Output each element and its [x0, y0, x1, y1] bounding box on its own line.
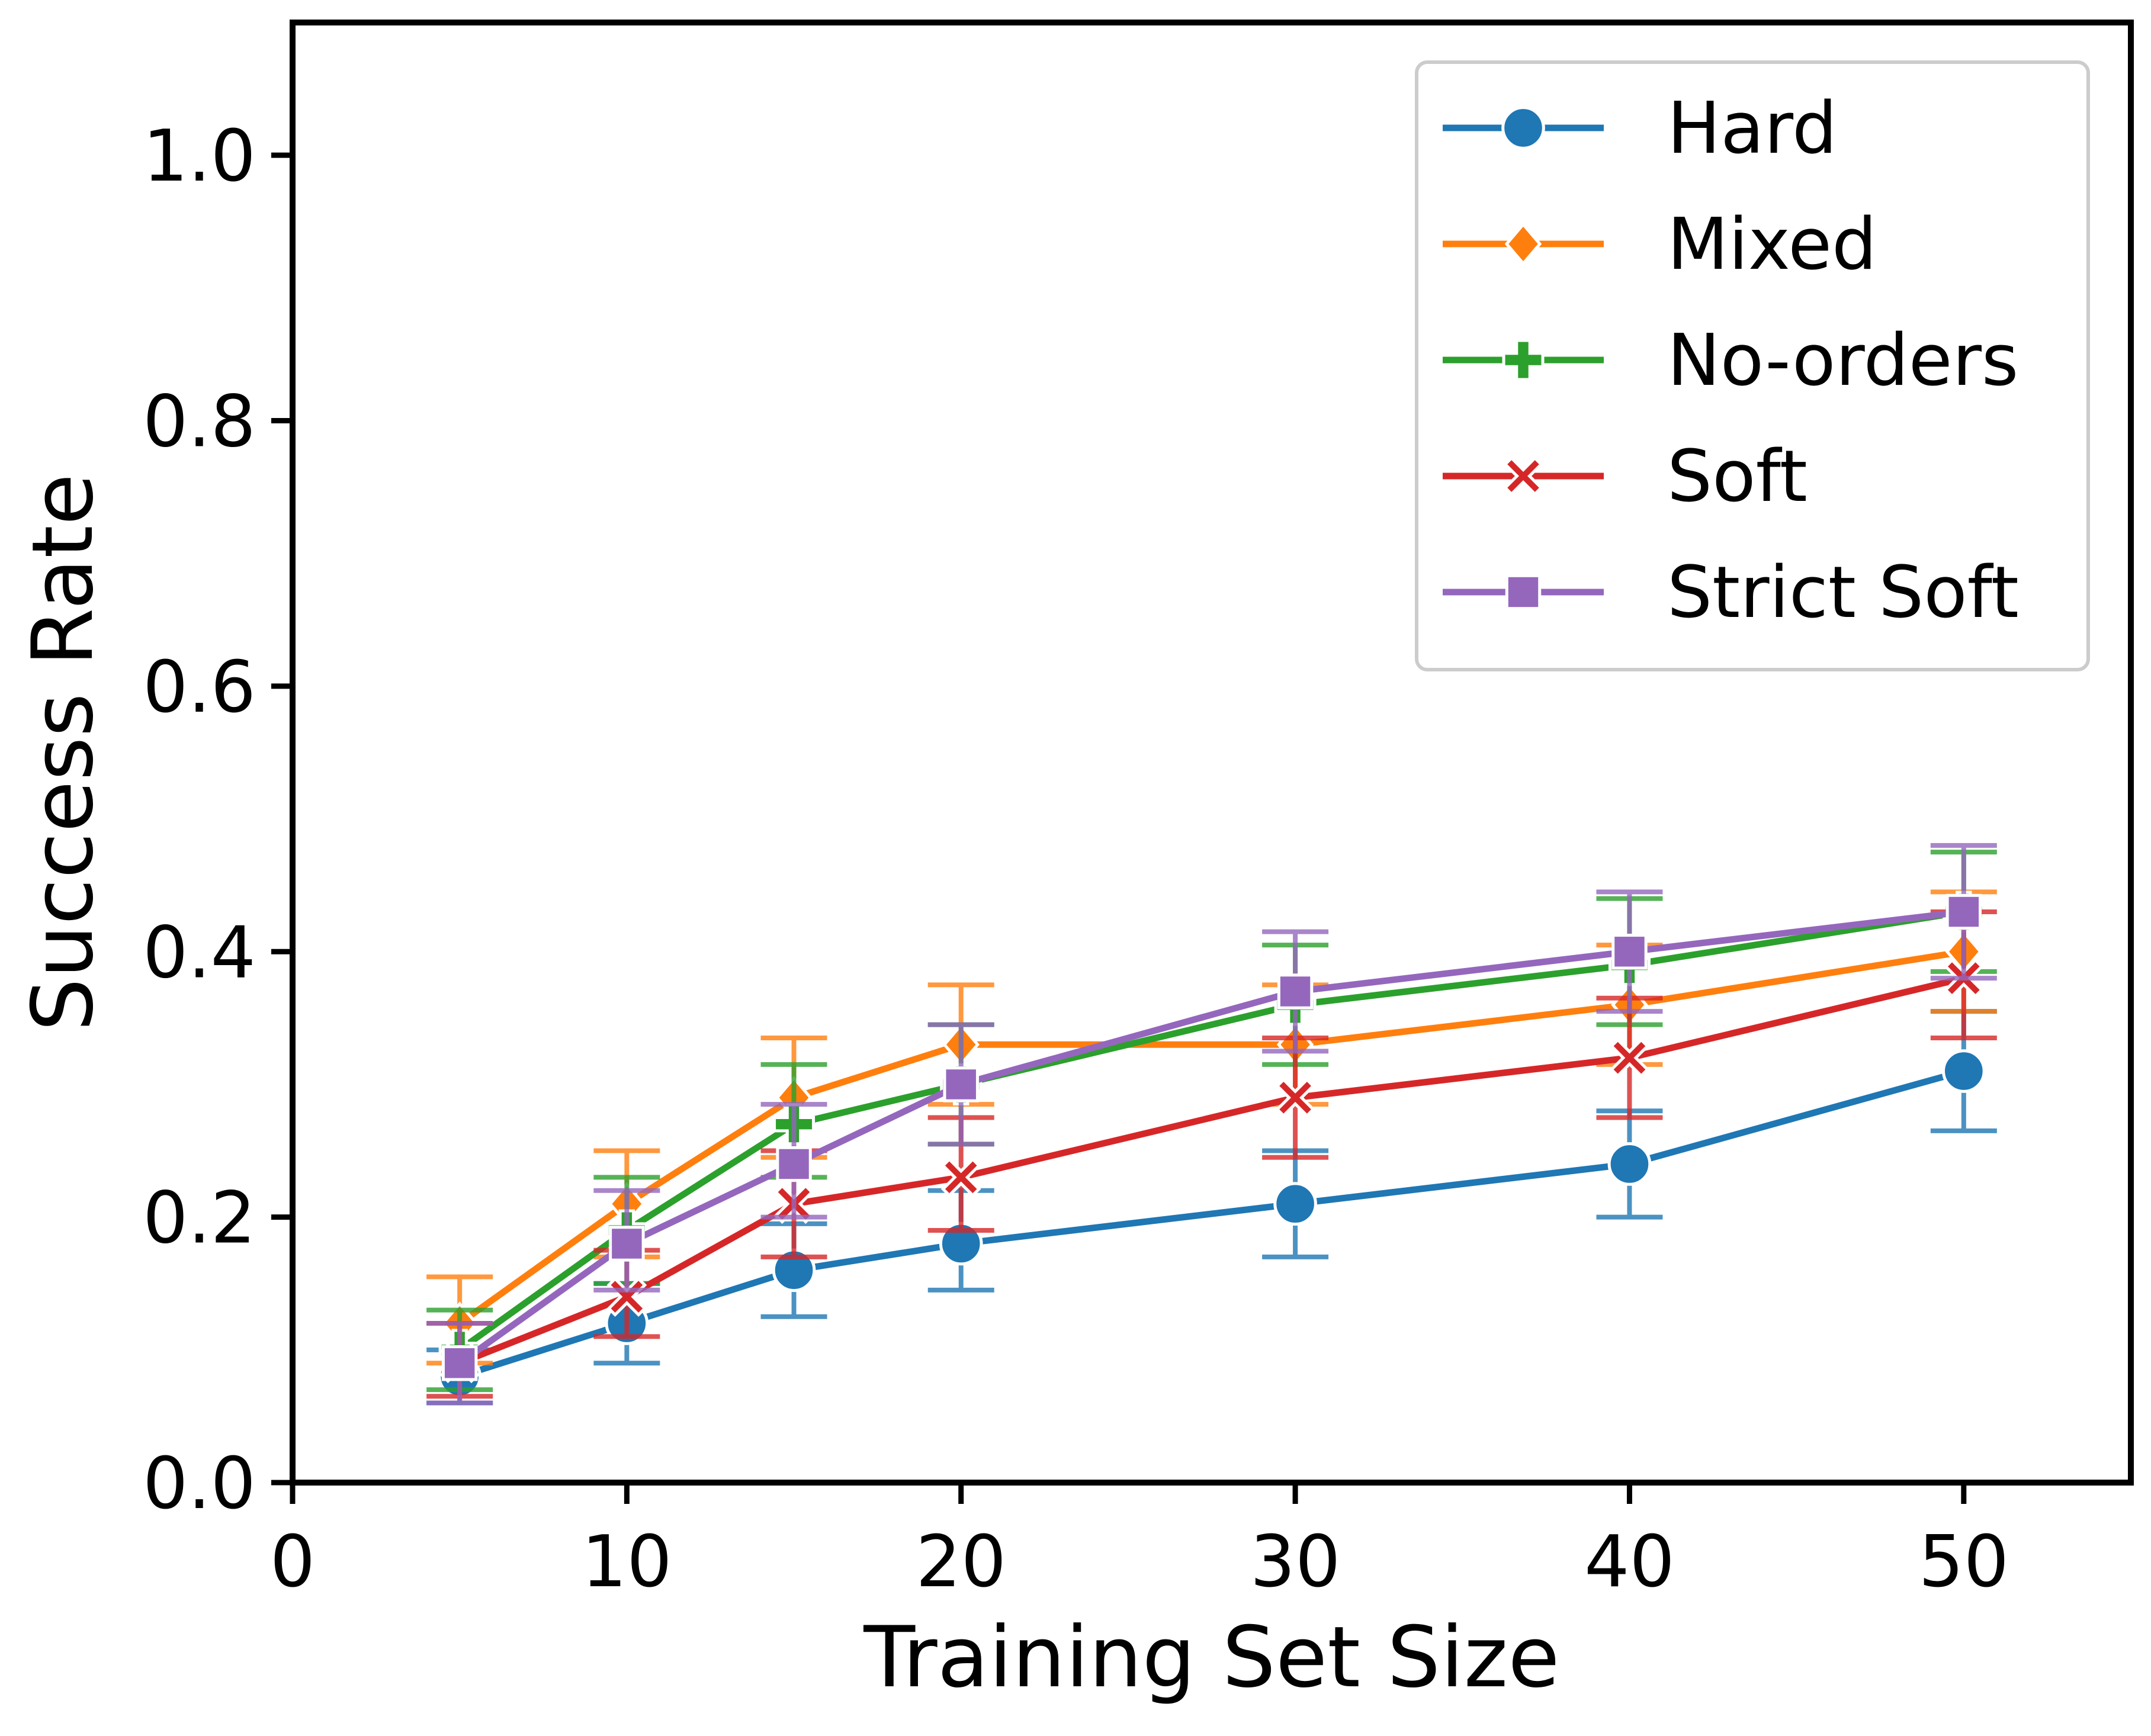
legend: Hard Mixed No-orders Soft Strict Soft: [1415, 60, 2090, 671]
x-tick-label: 0: [270, 1521, 315, 1603]
legend-item: Strict Soft: [1443, 552, 2019, 634]
legend-marker: [1502, 339, 1545, 381]
data-point: [1941, 1049, 1986, 1093]
x-tick-label: 50: [1918, 1521, 2009, 1603]
y-tick-label: 0.0: [143, 1443, 256, 1525]
data-point: [1945, 893, 1982, 930]
x-tick-label: 30: [1250, 1521, 1341, 1603]
data-point: [609, 1226, 645, 1262]
y-tick-label: 0.2: [143, 1178, 256, 1260]
data-point: [1273, 1182, 1317, 1226]
data-point: [1277, 973, 1314, 1010]
data-point: [940, 1157, 981, 1198]
data-point: [1607, 1142, 1652, 1186]
series-layer: [426, 843, 1997, 1406]
legend-marker: [1503, 456, 1543, 496]
data-point: [943, 1066, 979, 1102]
data-point: [1275, 1077, 1315, 1118]
y-tick-label: 0.6: [143, 647, 256, 729]
series-strict-soft: [426, 843, 1997, 1406]
y-tick-label: 0.8: [143, 381, 256, 464]
x-tick-label: 20: [916, 1521, 1006, 1603]
legend-item: Hard: [1443, 88, 1837, 170]
legend-marker: [1504, 222, 1542, 266]
legend-item: Mixed: [1443, 204, 1877, 286]
legend-marker: [1501, 106, 1545, 150]
plot-frame: [290, 20, 2134, 1486]
legend-label: No-orders: [1667, 320, 2018, 402]
x-tick-label: 40: [1584, 1521, 1675, 1603]
data-point: [1611, 934, 1648, 970]
axis-layer: 0 10 20 30 40 50 0.0 0.2 0.4 0.6 0.8 1.0: [143, 115, 2009, 1603]
y-axis-title: Success Rate: [14, 474, 112, 1031]
legend-marker: [1505, 574, 1542, 610]
legend-item: Soft: [1443, 436, 1808, 518]
y-tick-label: 0.4: [143, 912, 256, 994]
data-point: [441, 1345, 478, 1381]
legend-label: Soft: [1667, 436, 1808, 518]
x-tick-label: 10: [582, 1521, 672, 1603]
data-point: [776, 1146, 812, 1182]
legend-label: Strict Soft: [1667, 552, 2019, 634]
legend-label: Mixed: [1667, 204, 1877, 286]
legend-label: Hard: [1667, 88, 1837, 170]
legend-frame: [1415, 60, 2090, 671]
y-tick-label: 1.0: [143, 115, 256, 198]
legend-item: No-orders: [1443, 320, 2018, 402]
x-axis-title: Training Set Size: [863, 1609, 1559, 1706]
data-point: [1609, 1037, 1650, 1078]
